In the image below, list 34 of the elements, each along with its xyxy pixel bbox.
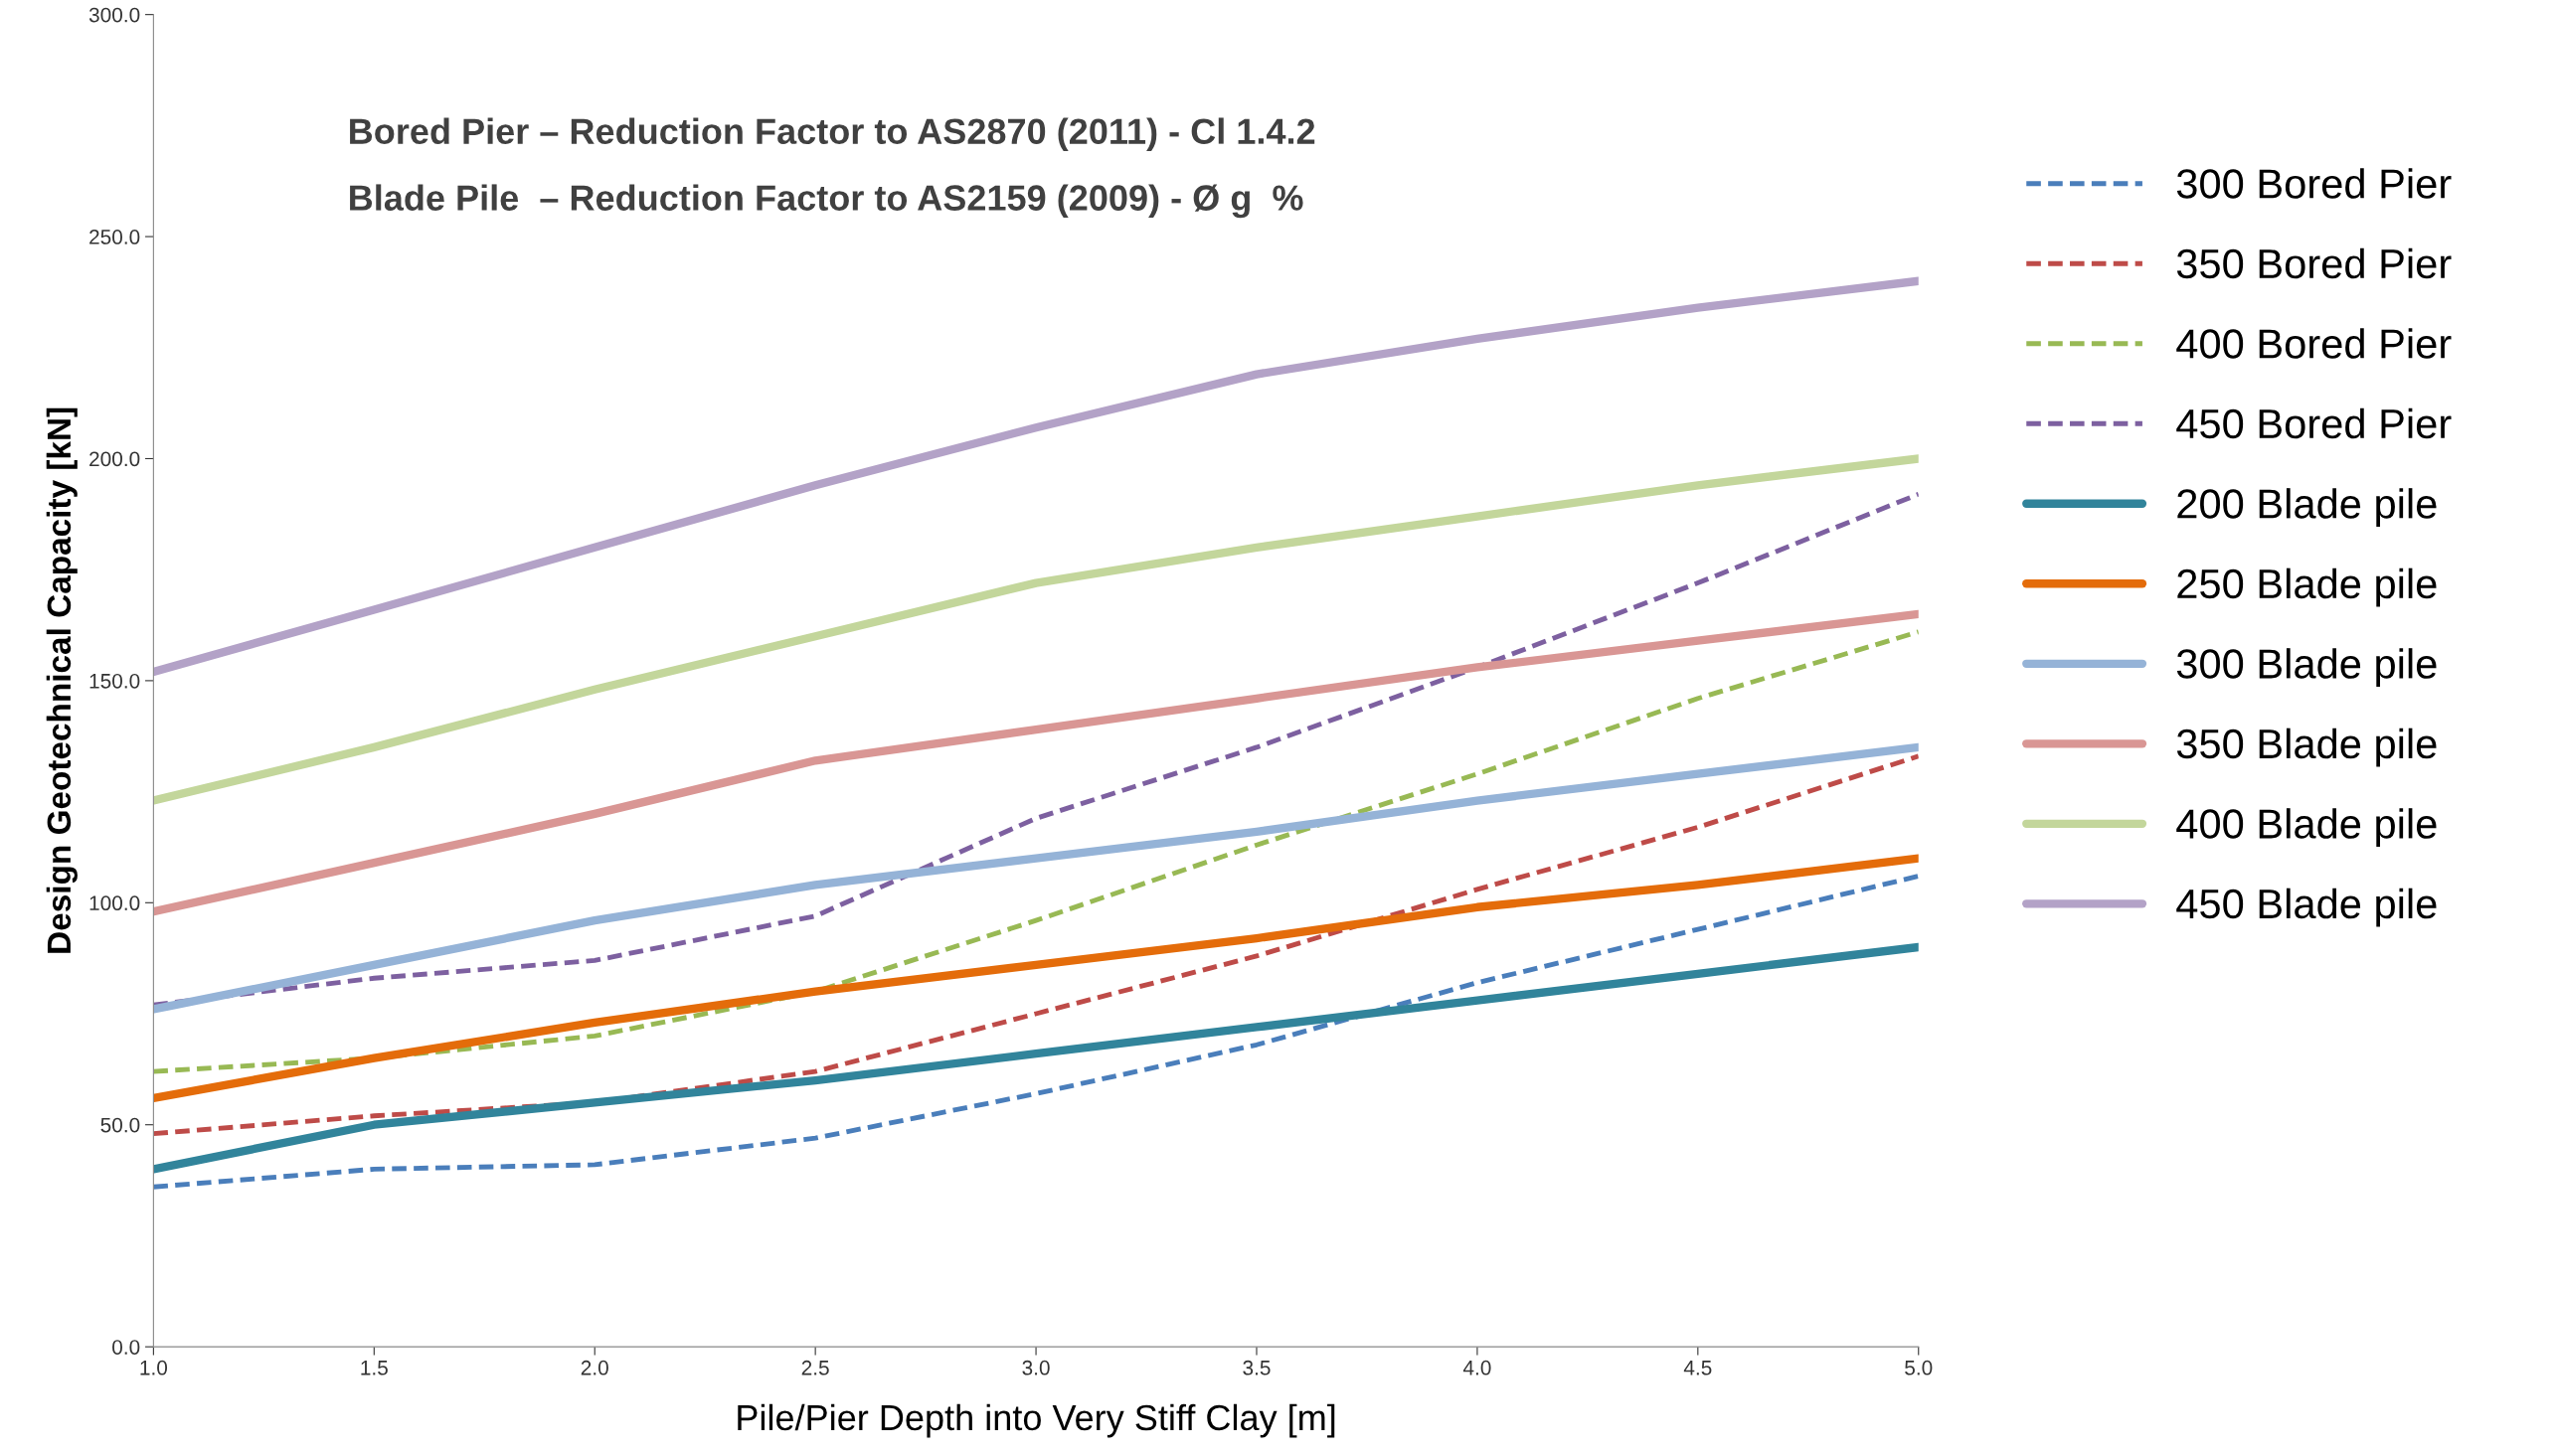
- y-tick-label: 0.0: [112, 1340, 140, 1355]
- x-tick-label: 3.0: [1022, 1360, 1050, 1375]
- x-tick-label: 4.0: [1462, 1360, 1491, 1375]
- x-tick-label: 5.0: [1905, 1360, 1933, 1375]
- y-axis-title: Design Geotechnical Capacity [kN]: [46, 407, 78, 953]
- line-series: [153, 874, 1919, 1190]
- legend-label: 450 Bored Pier: [2176, 407, 2452, 439]
- x-tick-label: 4.5: [1683, 1361, 1712, 1375]
- x-tick-label: 3.5: [1243, 1360, 1271, 1375]
- legend-label: 350 Bored Pier: [2176, 247, 2452, 279]
- line-series: [153, 491, 1919, 1008]
- line-series: [153, 753, 1919, 1137]
- legend-label: 250 Blade pile: [2177, 567, 2437, 607]
- annotation: Bored Pier – Reduction Factor to AS2870 (2011) - Cl 1.4.2: [350, 117, 1315, 152]
- y-tick-label: 250.0: [89, 230, 140, 244]
- legend-label: 450 Blade pile: [2176, 888, 2437, 927]
- legend-label: 200 Blade pile: [2177, 488, 2437, 528]
- annotation: Blade Pile – Reduction Factor to AS2159 (2009) - Ø g %: [350, 184, 1303, 219]
- x-tick-label: 1.0: [140, 1360, 168, 1375]
- x-tick-label: 2.5: [801, 1360, 829, 1375]
- legend-label: 300 Blade pile: [2176, 648, 2437, 688]
- legend-label: 300 Bored Pier: [2176, 168, 2452, 199]
- y-tick-label: 100.0: [89, 895, 140, 911]
- x-tick-label: 2.0: [581, 1360, 608, 1375]
- y-tick-label: 200.0: [89, 451, 140, 467]
- x-axis-title: Pile/Pier Depth into Very Stiff Clay [m]: [738, 1403, 1335, 1438]
- y-tick-label: 50.0: [100, 1117, 140, 1133]
- y-tick-label: 150.0: [89, 673, 140, 689]
- y-tick-label: 300.0: [88, 7, 140, 23]
- legend-label: 400 Blade pile: [2176, 808, 2437, 848]
- x-tick-label: 1.5: [361, 1361, 388, 1375]
- legend-label: 400 Bored Pier: [2176, 328, 2452, 359]
- legend-label: 350 Blade pile: [2176, 728, 2437, 767]
- line-series: [153, 629, 1919, 1074]
